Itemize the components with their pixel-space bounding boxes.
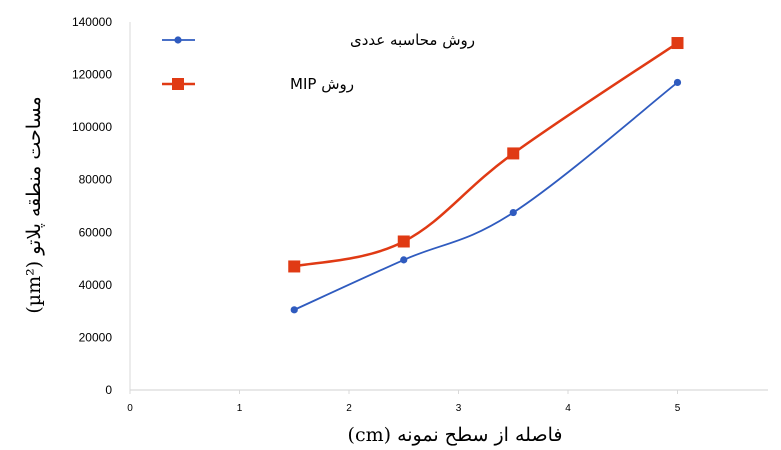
- x-tick-label: 5: [675, 403, 681, 414]
- x-tick-label: 3: [456, 403, 462, 414]
- data-point-square: [507, 147, 519, 159]
- y-tick-label: 80000: [79, 173, 113, 187]
- y-tick-label: 20000: [79, 330, 113, 344]
- data-point-square: [672, 37, 684, 49]
- y-axis: 0 20000 40000 60000 80000 100000 120000 140000: [72, 15, 130, 397]
- x-tick-label: 1: [237, 403, 243, 414]
- legend: روش محاسبه عددی روش MIP: [162, 31, 475, 93]
- data-point-circle: [510, 209, 517, 216]
- x-tick-label: 0: [127, 403, 133, 414]
- y-tick-label: 140000: [72, 15, 112, 29]
- data-point-circle: [400, 256, 407, 263]
- data-point-circle: [674, 79, 681, 86]
- x-tick-label: 2: [346, 403, 352, 414]
- legend-marker-square: [172, 78, 184, 90]
- legend-label-2: روش MIP: [290, 75, 354, 93]
- data-point-circle: [291, 306, 298, 313]
- y-axis-title: مساحت منطقه پلاتو (µm²): [23, 96, 45, 313]
- data-point-square: [398, 235, 410, 247]
- x-tick-label: 4: [565, 403, 571, 414]
- y-tick-label: 0: [105, 383, 112, 397]
- legend-label-1: روش محاسبه عددی: [350, 31, 475, 49]
- x-axis: 0 1 2 3 4 5: [127, 390, 768, 414]
- data-point-square: [288, 260, 300, 272]
- legend-marker-circle: [174, 36, 181, 43]
- y-tick-label: 100000: [72, 120, 112, 134]
- y-tick-label: 60000: [79, 225, 113, 239]
- y-tick-label: 40000: [79, 278, 113, 292]
- y-tick-label: 120000: [72, 68, 112, 82]
- x-axis-title: فاصله از سطح نمونه (cm): [348, 424, 563, 446]
- series-line-1: [294, 82, 677, 309]
